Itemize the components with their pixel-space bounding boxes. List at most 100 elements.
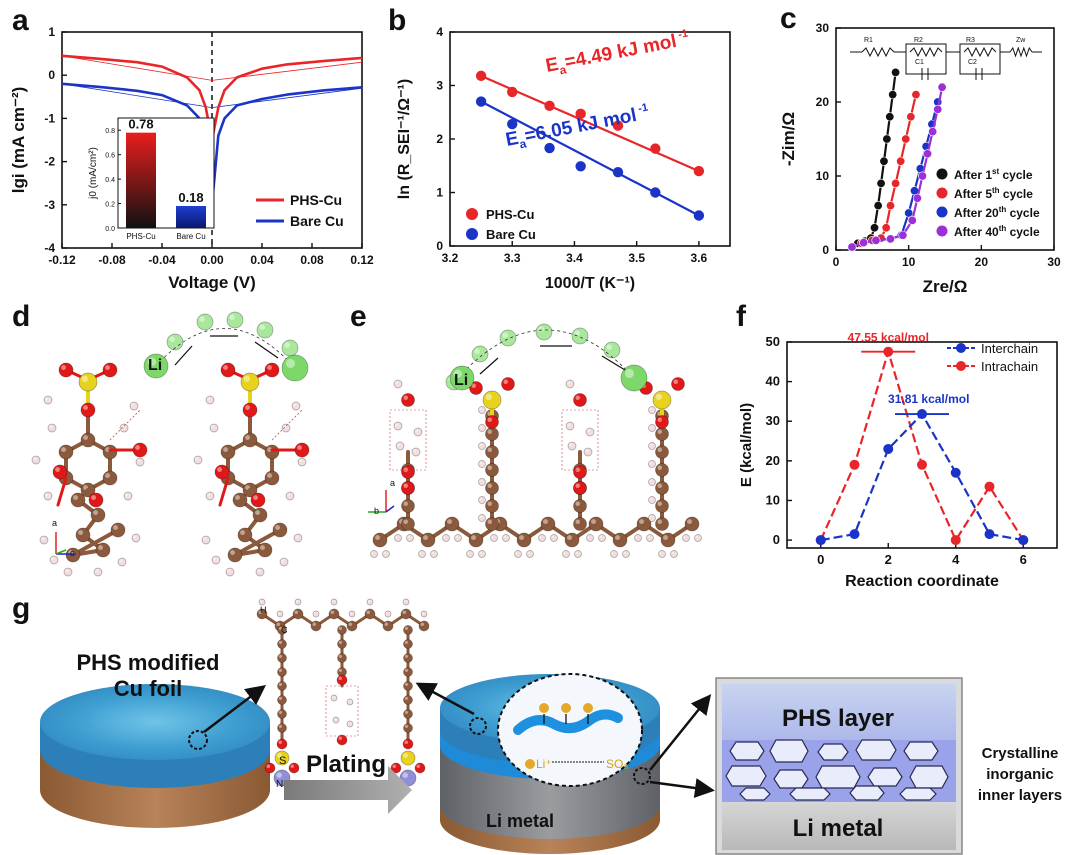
- atom: [567, 441, 577, 451]
- y-tick-label: 3: [436, 79, 443, 93]
- atom: [43, 395, 53, 405]
- atom-highlight: [392, 764, 396, 768]
- atom-highlight: [229, 314, 235, 320]
- atom-highlight: [223, 365, 228, 370]
- atom-highlight: [479, 515, 482, 518]
- atom: [655, 517, 669, 531]
- atom: [279, 557, 289, 567]
- data-point: [876, 178, 886, 188]
- atom: [403, 681, 413, 691]
- hop-arrow: [601, 355, 626, 371]
- atom-highlight: [295, 535, 298, 538]
- atom-c-label: C: [281, 625, 288, 635]
- atom: [403, 709, 413, 719]
- atom: [276, 610, 284, 618]
- li-label-d: Li: [148, 357, 162, 374]
- x-tick-label: 20: [975, 255, 989, 269]
- legend-label: After 1st cycle: [954, 167, 1033, 182]
- data-point: [650, 187, 661, 198]
- atom: [58, 362, 74, 378]
- atom-highlight: [245, 435, 250, 440]
- atom: [485, 499, 499, 513]
- y-tick-label: 10: [816, 169, 830, 183]
- crystal-grain: [769, 739, 809, 763]
- atom: [242, 432, 258, 448]
- atom-highlight: [199, 316, 205, 322]
- foil-label-2: Cu foil: [114, 676, 182, 701]
- axis-a-e: a: [390, 478, 395, 488]
- atom-highlight: [83, 435, 89, 440]
- atom: [117, 557, 127, 567]
- atom: [403, 653, 413, 663]
- atom-highlight: [606, 344, 612, 350]
- y-axis-label: -Zim/Ω: [779, 112, 798, 166]
- atom: [482, 390, 502, 410]
- atom-highlight: [51, 557, 54, 560]
- atom-highlight: [371, 551, 374, 554]
- li-metal-big-label: Li metal: [793, 815, 884, 842]
- atom-highlight: [404, 626, 408, 630]
- atom: [485, 481, 499, 495]
- atom: [277, 723, 287, 733]
- atom: [232, 492, 248, 508]
- inset-bar-Bare Cu: [176, 206, 206, 228]
- li-metal-small-label: Li metal: [486, 811, 554, 831]
- atom-highlight: [255, 510, 260, 515]
- atom: [401, 517, 415, 531]
- atom: [52, 464, 68, 480]
- atom-highlight: [543, 519, 548, 524]
- atom-highlight: [649, 407, 652, 410]
- data-point: [873, 201, 883, 211]
- atom: [193, 455, 203, 465]
- atom: [535, 323, 553, 341]
- atom: [276, 738, 288, 750]
- atom: [390, 762, 402, 774]
- data-point: [871, 235, 881, 245]
- atom-highlight: [415, 429, 418, 432]
- atom-highlight: [657, 429, 662, 434]
- atom-highlight: [657, 447, 662, 452]
- atom: [274, 750, 290, 766]
- atom: [454, 534, 462, 542]
- y-tick-label: 40: [766, 374, 780, 389]
- layer-box: [715, 677, 963, 855]
- atom: [382, 550, 390, 558]
- atom-highlight: [657, 519, 662, 524]
- y-tick-label: 0: [773, 532, 780, 547]
- atom-highlight: [527, 551, 530, 554]
- atom-highlight: [211, 425, 215, 428]
- inset-bar-value: 0.18: [178, 190, 203, 205]
- atom-highlight: [447, 519, 452, 524]
- atom-highlight: [278, 740, 282, 744]
- atom-highlight: [502, 332, 508, 338]
- atom-highlight: [649, 497, 652, 500]
- atom: [478, 424, 486, 432]
- atom: [395, 441, 405, 451]
- panel-label-f: f: [736, 300, 746, 333]
- atom: [418, 550, 426, 558]
- atom-highlight: [487, 465, 492, 470]
- atom-highlight: [599, 535, 602, 538]
- y-tick-label: 50: [766, 334, 780, 349]
- atom-highlight: [299, 459, 302, 462]
- ring-coordination: [389, 409, 427, 471]
- atom-highlight: [223, 447, 228, 452]
- data-point: [891, 178, 901, 188]
- atom: [564, 532, 580, 548]
- atom: [671, 377, 685, 391]
- atom-highlight: [404, 724, 408, 728]
- atom: [49, 555, 59, 565]
- atom-highlight: [671, 551, 674, 554]
- atom-highlight: [267, 473, 272, 478]
- data-point: [859, 238, 869, 248]
- atom: [648, 478, 656, 486]
- data-point: [885, 112, 895, 122]
- atom: [102, 444, 118, 460]
- atom-highlight: [395, 423, 398, 426]
- atom-highlight: [404, 740, 408, 744]
- atom: [285, 491, 295, 501]
- atom-highlight: [61, 447, 66, 452]
- atom: [364, 608, 376, 620]
- data-point: [650, 143, 661, 154]
- atom-highlight: [169, 336, 175, 342]
